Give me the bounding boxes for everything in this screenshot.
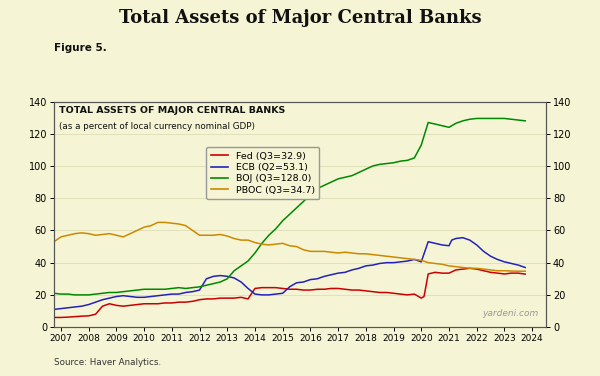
Text: Total Assets of Major Central Banks: Total Assets of Major Central Banks [119,9,481,27]
Text: Source: Haver Analytics.: Source: Haver Analytics. [54,358,161,367]
Text: yardeni.com: yardeni.com [482,309,539,318]
Text: TOTAL ASSETS OF MAJOR CENTRAL BANKS: TOTAL ASSETS OF MAJOR CENTRAL BANKS [59,106,285,115]
Text: (as a percent of local currency nominal GDP): (as a percent of local currency nominal … [59,122,255,131]
Legend: Fed (Q3=32.9), ECB (Q2=53.1), BOJ (Q3=128.0), PBOC (Q3=34.7): Fed (Q3=32.9), ECB (Q2=53.1), BOJ (Q3=12… [206,147,319,199]
Text: Figure 5.: Figure 5. [54,43,107,53]
